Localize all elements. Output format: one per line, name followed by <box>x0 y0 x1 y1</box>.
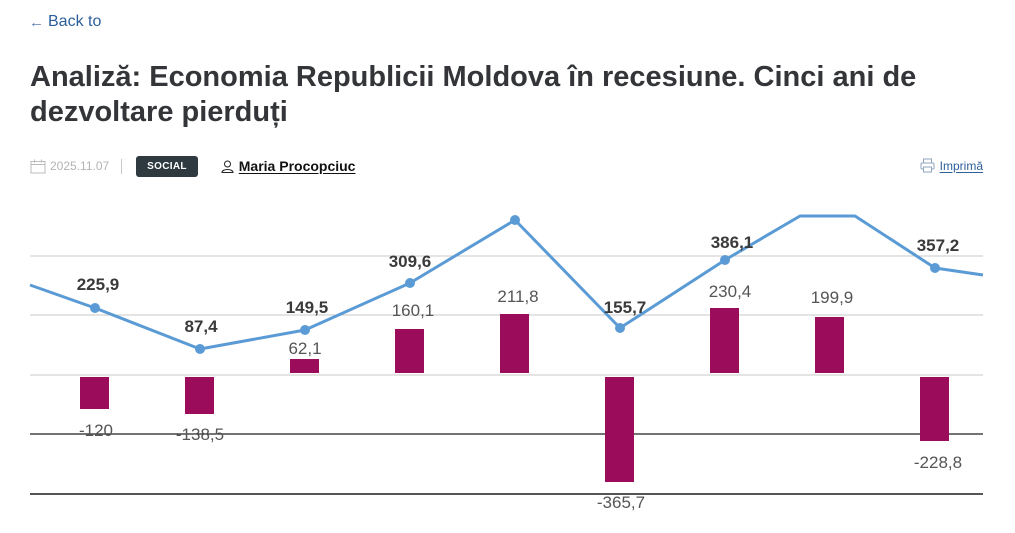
svg-text:199,9: 199,9 <box>811 288 854 307</box>
svg-text:386,1: 386,1 <box>711 233 754 252</box>
svg-text:225,9: 225,9 <box>77 275 120 294</box>
author-name[interactable]: Maria Procopciuc <box>238 158 356 174</box>
bar-9 <box>920 377 949 441</box>
line-series <box>29 214 984 354</box>
print-button[interactable]: Imprimă <box>920 158 983 173</box>
bar-4 <box>395 329 424 373</box>
svg-text:-228,8: -228,8 <box>914 453 962 472</box>
svg-text:155,7: 155,7 <box>604 298 647 317</box>
user-icon <box>221 160 234 173</box>
svg-text:-365,7: -365,7 <box>597 493 645 512</box>
article-title: Analiză: Economia Republicii Moldova în … <box>30 61 917 128</box>
svg-text:230,4: 230,4 <box>709 282 752 301</box>
bars <box>80 308 949 482</box>
calendar-icon <box>30 159 46 173</box>
svg-text:309,6: 309,6 <box>389 252 432 271</box>
arrow-left-icon: ← <box>29 13 44 31</box>
article-meta: 2025.11.07 SOCIAL Maria Procopciuc <box>30 155 355 177</box>
date-text: 2025.11.07 <box>50 159 110 173</box>
svg-text:-138,5: -138,5 <box>176 425 224 444</box>
svg-text:211,8: 211,8 <box>497 287 538 306</box>
bar-labels: -120 -138,5 62,1 160,1 211,8 -365,7 230,… <box>79 282 962 512</box>
svg-text:357,2: 357,2 <box>917 236 960 255</box>
back-link[interactable]: ← Back to <box>29 13 101 31</box>
grid-lines <box>30 255 983 495</box>
svg-text:149,5: 149,5 <box>286 298 329 317</box>
bar-6 <box>605 377 634 482</box>
svg-text:160,1: 160,1 <box>392 301 435 320</box>
bar-2 <box>185 377 214 414</box>
back-link-label: Back to <box>48 13 102 30</box>
svg-text:87,4: 87,4 <box>184 317 218 336</box>
svg-text:62,1: 62,1 <box>288 339 321 358</box>
bar-7 <box>710 308 739 373</box>
divider <box>121 158 123 174</box>
svg-text:-120: -120 <box>79 421 113 440</box>
article-date: 2025.11.07 <box>30 159 109 174</box>
bar-8 <box>815 317 844 373</box>
gdp-chart: 225,9 87,4 149,5 309,6 155,7 386,1 357,2… <box>29 214 984 512</box>
print-label: Imprimă <box>939 158 983 173</box>
author[interactable]: Maria Procopciuc <box>221 158 356 174</box>
printer-icon <box>920 158 935 173</box>
bar-3 <box>290 359 319 373</box>
line-labels: 225,9 87,4 149,5 309,6 155,7 386,1 357,2 <box>77 233 960 336</box>
bar-5 <box>500 314 529 373</box>
bar-1 <box>80 377 109 409</box>
category-badge[interactable]: SOCIAL <box>136 155 198 177</box>
